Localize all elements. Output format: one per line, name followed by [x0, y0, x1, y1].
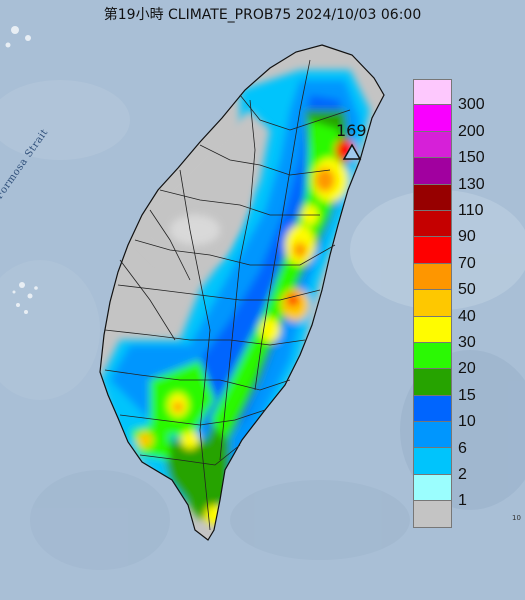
legend-label: 1 [458, 492, 467, 510]
kinmen-islands [5, 26, 31, 48]
legend-label: 200 [458, 122, 485, 140]
legend-label: 110 [458, 202, 484, 219]
max-value-label: 169 [336, 121, 367, 140]
legend-swatch [413, 263, 452, 291]
legend-swatch [413, 395, 452, 423]
legend-label: 70 [458, 254, 476, 272]
rain-dry-northwest [140, 110, 270, 270]
legend-label: 300 [458, 96, 485, 114]
legend-swatch [413, 369, 452, 396]
legend-swatch [413, 158, 452, 185]
color-legend [413, 79, 452, 528]
legend-swatch [413, 290, 452, 317]
max-station-marker [342, 143, 362, 160]
edge-text: 10 [512, 514, 521, 522]
legend-swatch [413, 342, 452, 370]
legend-label: 30 [458, 334, 476, 351]
legend-label: 2 [458, 466, 467, 483]
island-outline [99, 44, 385, 541]
legend-label: 6 [458, 439, 467, 457]
legend-label: 10 [458, 413, 476, 431]
legend-label: 150 [458, 149, 485, 167]
legend-swatch [413, 105, 452, 132]
county-boundaries [104, 59, 351, 531]
legend-swatch [413, 131, 452, 159]
legend-swatch [413, 210, 452, 238]
legend-swatch [413, 79, 452, 106]
legend-label: 15 [458, 386, 476, 404]
legend-swatch [413, 474, 452, 502]
legend-swatch [413, 184, 452, 211]
legend-swatch [413, 501, 452, 528]
legend-swatch [413, 448, 452, 475]
legend-swatch [413, 422, 452, 449]
legend-label: 90 [458, 228, 476, 246]
legend-swatch [413, 237, 452, 264]
legend-label: 50 [458, 281, 476, 299]
penghu-islands [12, 282, 38, 314]
map-title: 第19小時 CLIMATE_PROB75 2024/10/03 06:00 [103, 7, 422, 23]
legend-swatch [413, 316, 452, 343]
legend-label: 130 [458, 175, 485, 193]
legend-label: 20 [458, 360, 476, 378]
legend-label: 40 [458, 307, 476, 325]
